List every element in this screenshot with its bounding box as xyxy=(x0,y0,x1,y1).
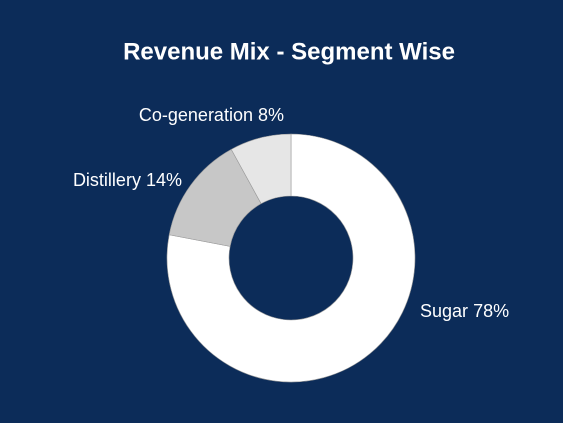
slice-category: Distillery xyxy=(73,170,141,190)
donut-slice xyxy=(230,133,292,205)
slice-label: Distillery 14% xyxy=(73,170,182,190)
chart-title: Revenue Mix - Segment Wise xyxy=(123,38,455,65)
slice-label: Co-generation 8% xyxy=(139,105,284,125)
slice-value-label: 14% xyxy=(146,170,182,190)
slice-value-label: 78% xyxy=(473,301,509,321)
slice-label: Sugar 78% xyxy=(420,301,509,321)
slice-category: Co-generation xyxy=(139,105,253,125)
donut-slice xyxy=(166,133,416,383)
slice-category: Sugar xyxy=(420,301,468,321)
slice-value-label: 8% xyxy=(258,105,284,125)
